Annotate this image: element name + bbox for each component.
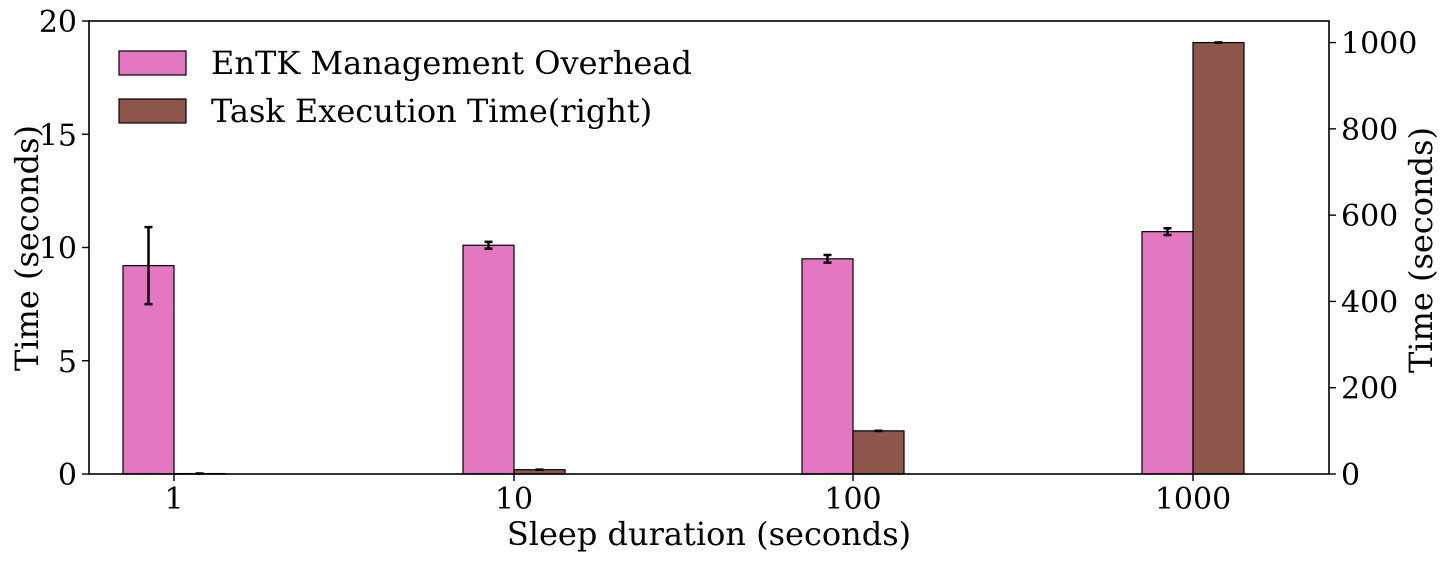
right-y-axis: 0 200 400 600 800 1000	[1329, 27, 1417, 493]
x-axis: 1 10 100 1000	[164, 474, 1231, 517]
error-bars-layer	[144, 41, 1223, 475]
right-y-axis-title: Time (seconds)	[1402, 127, 1440, 373]
error-bar-entk-overhead-100	[823, 253, 832, 264]
bar-entk-overhead-10	[462, 244, 515, 475]
right-y-tick-label-200: 200	[1341, 372, 1398, 407]
left-y-tick-label-0: 0	[58, 458, 77, 493]
left-y-tick-label-20: 20	[39, 5, 77, 40]
x-tick-label-1000: 1000	[1155, 482, 1231, 517]
right-y-tick-label-800: 800	[1341, 113, 1398, 148]
legend-swatch-entk-overhead	[118, 50, 187, 76]
error-bar-entk-overhead-1000	[1163, 226, 1172, 237]
left-y-tick-label-10: 10	[39, 232, 77, 267]
right-y-tick-label-600: 600	[1341, 199, 1398, 234]
legend-label-entk-overhead: EnTK Management Overhead	[211, 44, 692, 82]
bar-task-execution-100	[852, 430, 905, 475]
legend: EnTK Management Overhead Task Execution …	[118, 44, 692, 130]
left-y-axis-title: Time (seconds)	[8, 125, 46, 371]
bar-entk-overhead-1000	[1141, 231, 1194, 475]
x-tick-label-10: 10	[495, 482, 533, 517]
error-bar-entk-overhead-1	[144, 225, 153, 306]
right-y-tick-label-0: 0	[1341, 458, 1360, 493]
left-y-axis: 0 5 10 15 20	[39, 5, 89, 493]
error-bar-entk-overhead-10	[484, 240, 493, 250]
right-y-tick-label-1000: 1000	[1341, 27, 1417, 62]
left-y-tick-label-5: 5	[58, 345, 77, 380]
legend-swatch-task-execution	[118, 98, 187, 124]
bar-task-execution-1000	[1192, 41, 1245, 475]
right-y-tick-label-400: 400	[1341, 285, 1398, 320]
bar-entk-overhead-100	[801, 258, 854, 475]
x-tick-label-1: 1	[164, 482, 183, 517]
legend-label-task-execution: Task Execution Time(right)	[211, 92, 652, 130]
x-axis-title: Sleep duration (seconds)	[507, 515, 911, 553]
x-tick-label-100: 100	[824, 482, 881, 517]
left-y-tick-label-15: 15	[39, 118, 77, 153]
